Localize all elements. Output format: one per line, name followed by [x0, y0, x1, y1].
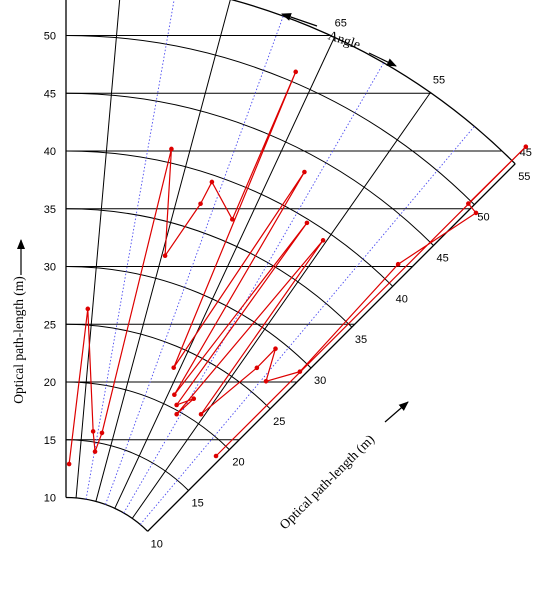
vertical-axis-title: Optical path-length (m)	[11, 276, 26, 403]
major-angle-ray	[114, 37, 335, 509]
radial-tick-label: 20	[232, 457, 244, 469]
data-point	[304, 220, 310, 226]
data-point	[92, 449, 98, 454]
data-point	[273, 346, 278, 351]
minor-angle-ray	[105, 15, 284, 505]
data-point	[198, 201, 203, 207]
data-point	[466, 201, 471, 206]
radial-tick-label: 35	[355, 334, 367, 346]
vertical-tick-label: 20	[44, 377, 56, 389]
data-point	[169, 146, 174, 152]
vertical-tick-label: 30	[44, 262, 56, 274]
major-angle-ray	[95, 0, 231, 502]
radial-gridline-arc	[65, 35, 475, 206]
data-point	[174, 411, 179, 417]
radial-axis-title: Optical path-length (m)	[276, 431, 377, 532]
data-point	[254, 365, 260, 371]
data-point	[162, 253, 168, 259]
polar-grid	[65, 0, 516, 532]
data-point	[198, 412, 204, 417]
radial-gridline-arc	[65, 439, 189, 491]
radial-gridline-arc	[65, 381, 230, 451]
series-line	[68, 71, 527, 465]
data-series	[66, 69, 529, 467]
tick-labels: 10 15 20 25 30 35 40 45 50 55 10 15 20 25 30 35 40 45 50 55…	[44, 18, 532, 551]
data-point	[263, 379, 269, 384]
vertical-tick-label: 45	[44, 88, 56, 100]
data-point	[229, 217, 235, 222]
angle-axis-title: Angle	[326, 27, 362, 51]
vertical-tick-label: 50	[44, 31, 56, 43]
boundary-arc	[65, 496, 149, 532]
data-point	[213, 453, 219, 459]
minor-angle-ray	[139, 126, 475, 525]
data-point	[191, 396, 197, 402]
major-angle-ray	[131, 92, 431, 519]
data-point	[473, 210, 479, 216]
radial-tick-label: 40	[396, 293, 408, 305]
data-point	[99, 430, 105, 436]
angle-tick-label: 55	[433, 74, 445, 86]
radial-tick-label: 10	[151, 538, 163, 550]
angle-arrow-right	[368, 52, 397, 67]
radial-tick-label: 15	[192, 497, 204, 509]
minor-angle-ray	[85, 0, 175, 500]
vertical-tick-label: 40	[44, 146, 56, 158]
data-point	[171, 365, 177, 370]
data-point	[302, 169, 307, 175]
data-point	[85, 306, 91, 312]
data-point	[172, 392, 177, 398]
vertical-tick-label: 35	[44, 204, 56, 216]
radial-gridline-arc	[65, 266, 312, 369]
vertical-tick-label: 15	[44, 435, 56, 447]
vertical-tick-label: 10	[44, 493, 56, 505]
minor-angle-ray	[123, 62, 385, 514]
sector-edge	[147, 163, 516, 532]
data-point	[320, 238, 326, 243]
data-point	[293, 69, 299, 75]
angle-arrow-left	[281, 13, 318, 27]
radial-gridline-arc	[65, 150, 394, 287]
data-point	[297, 369, 303, 374]
vertical-tick-label: 25	[44, 319, 56, 331]
radial-gridline-arc	[65, 92, 434, 246]
major-angle-ray	[75, 0, 121, 498]
radial-tick-label: 30	[314, 375, 326, 387]
radial-tick-label: 45	[437, 252, 449, 264]
radial-gridline-arc	[65, 208, 353, 328]
data-point	[66, 461, 72, 467]
data-point	[209, 179, 215, 185]
radial-tick-label: 55	[518, 171, 530, 183]
radial-axis-arrow	[384, 401, 409, 423]
radial-tick-label: 50	[477, 212, 489, 224]
axes	[65, 0, 516, 532]
data-point	[395, 261, 401, 267]
boundary-arc	[230, 0, 516, 165]
radial-gridline-arc	[65, 323, 271, 410]
data-point	[523, 144, 529, 149]
data-point	[90, 429, 96, 434]
data-point	[174, 402, 179, 408]
radial-tick-label: 25	[273, 416, 285, 428]
angle-tick-label: 65	[335, 18, 347, 30]
